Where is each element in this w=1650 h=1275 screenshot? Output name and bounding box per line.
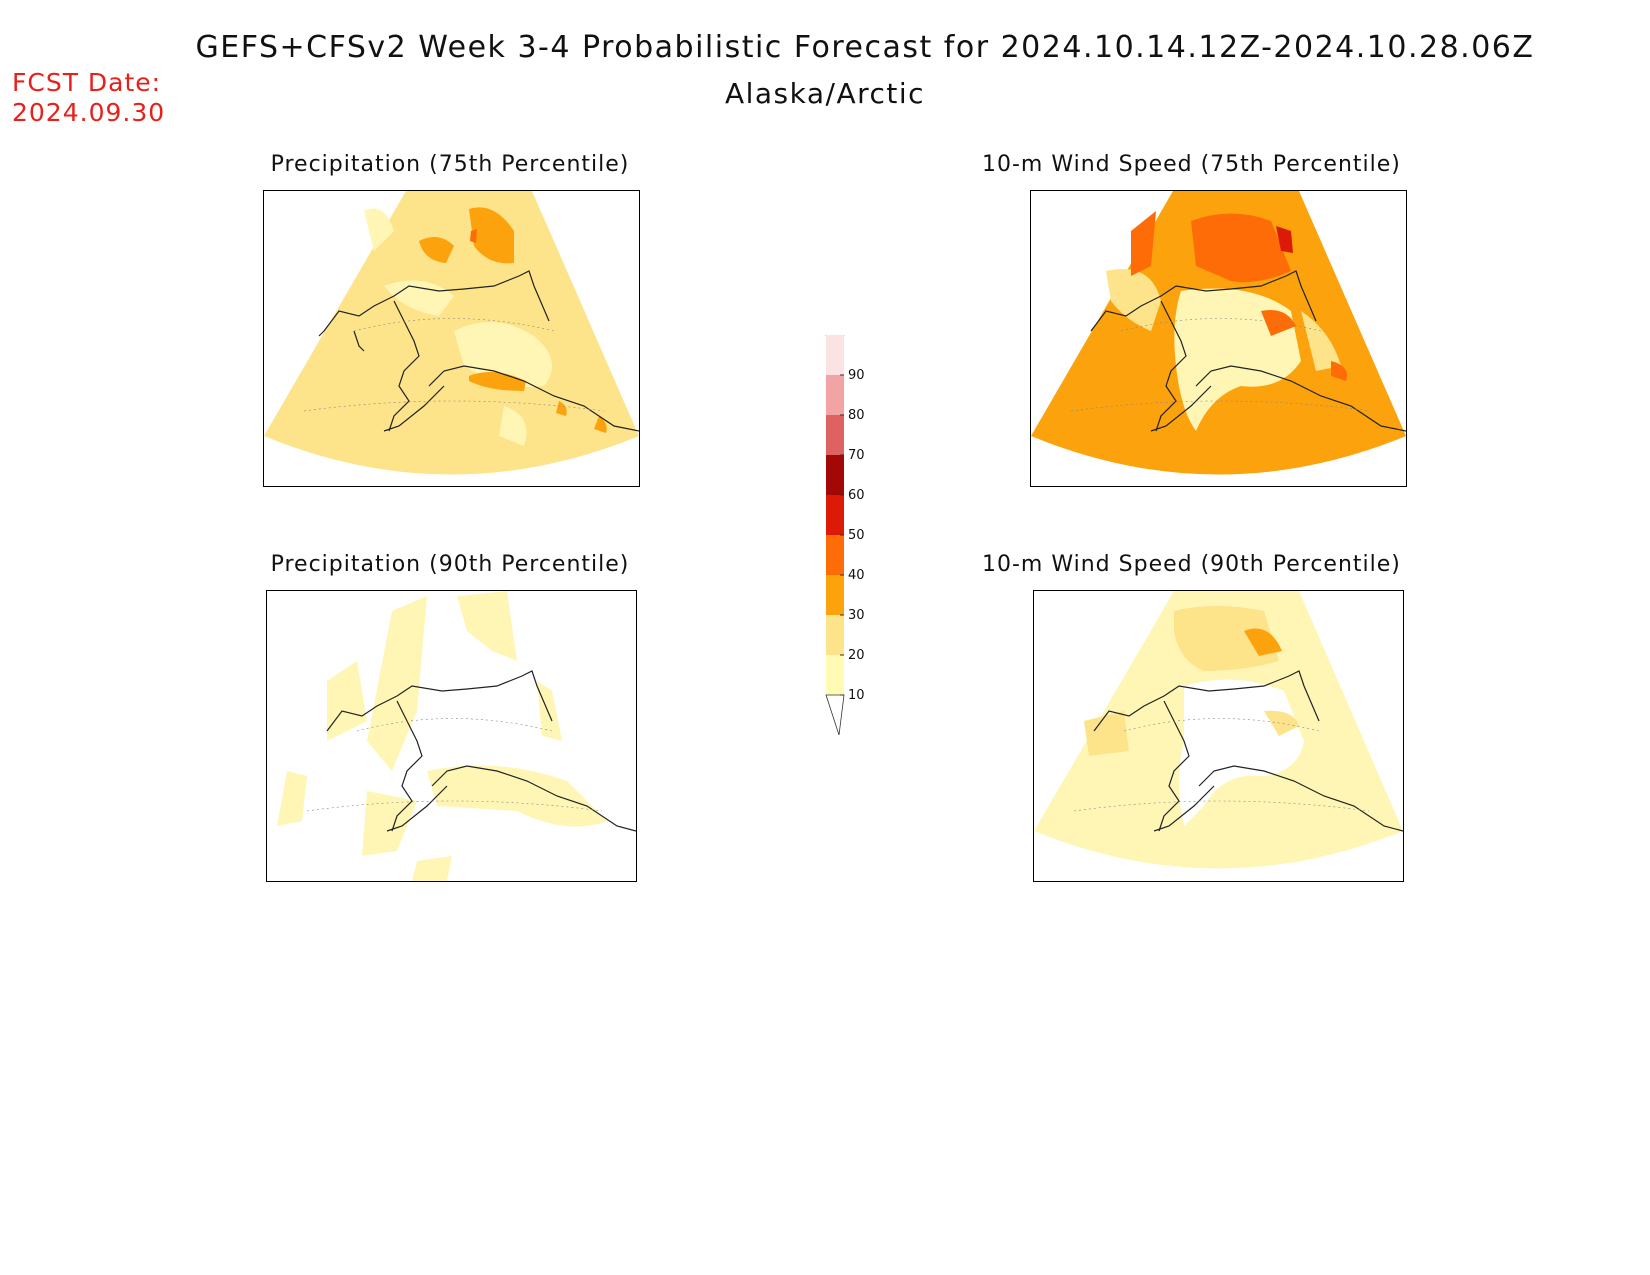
colorbar-box-30 <box>826 575 844 615</box>
colorbar-box-40 <box>826 535 844 575</box>
light-region <box>1106 269 1161 331</box>
panel-title-wind-75: 10-m Wind Speed (75th Percentile) <box>982 152 1401 177</box>
colorbar-tick-label: 90 <box>848 368 865 383</box>
colorbar-tick-label: 60 <box>848 488 865 503</box>
colorbar-tick-label: 10 <box>848 688 865 703</box>
colorbar-box-90 <box>826 335 844 375</box>
orange-region <box>1244 628 1282 656</box>
yellow-region <box>1084 711 1129 756</box>
light-region <box>427 765 607 827</box>
orange-region <box>1261 310 1296 336</box>
light-region <box>277 771 307 826</box>
light-region <box>499 406 527 446</box>
colorbar-box-20 <box>826 615 844 655</box>
orange-region <box>594 416 607 433</box>
map-wind-75 <box>1030 190 1407 487</box>
light-region <box>364 208 394 251</box>
map-precip-90 <box>266 590 637 882</box>
forecast-date-value: 2024.09.30 <box>12 98 166 127</box>
light-region <box>1301 311 1341 371</box>
map-precip-75 <box>263 190 640 487</box>
coastline <box>326 670 636 832</box>
colorbar-box-50 <box>826 495 844 535</box>
colorbar-tick-label: 70 <box>848 448 865 463</box>
colorbar-box-70 <box>826 415 844 455</box>
light-region <box>384 280 454 316</box>
coastline <box>1090 270 1406 432</box>
coastline <box>318 270 639 432</box>
light-region <box>454 322 552 387</box>
orange-region <box>419 237 454 263</box>
light-region <box>327 661 367 741</box>
graticule <box>1073 718 1370 812</box>
map-wedge <box>264 191 639 475</box>
panel-title-precip-75: Precipitation (75th Percentile) <box>270 152 630 177</box>
colorbar-box-10 <box>826 655 844 695</box>
colorbar-tick-label: 20 <box>848 648 865 663</box>
red-region <box>470 229 477 243</box>
light-region <box>537 681 562 741</box>
colorbar-tick-label: 40 <box>848 568 865 583</box>
orange-region <box>469 207 514 264</box>
colorbar-bottom-end <box>825 694 845 735</box>
yellow-region <box>1264 710 1299 736</box>
orange-region <box>1331 361 1347 381</box>
region-subtitle: Alaska/Arctic <box>724 77 926 110</box>
light-region <box>412 856 452 881</box>
colorbar-tick-label: 80 <box>848 408 865 423</box>
main-title: GEFS+CFSv2 Week 3-4 Probabilistic Foreca… <box>195 30 1535 65</box>
coastline <box>1093 670 1403 832</box>
light-region <box>362 791 417 856</box>
colorbar-legend: 10 20 30 40 50 60 70 80 90 <box>825 335 865 735</box>
map-wind-90 <box>1033 590 1404 882</box>
light-region <box>367 596 427 771</box>
forecast-date-label: FCST Date: <box>12 68 162 97</box>
colorbar-box-80 <box>826 375 844 415</box>
graticule <box>306 718 603 812</box>
colorbar-tick-label: 30 <box>848 608 865 623</box>
graticule <box>1070 318 1372 412</box>
red-region <box>1276 226 1293 253</box>
colorbar-box-60 <box>826 455 844 495</box>
orange-region <box>556 401 567 416</box>
colorbar-tick-label: 50 <box>848 528 865 543</box>
map-wedge-outline <box>267 591 636 869</box>
light-region <box>457 591 517 661</box>
graticule <box>303 318 605 412</box>
yellow-region <box>1174 606 1279 671</box>
panel-title-precip-90: Precipitation (90th Percentile) <box>270 552 630 577</box>
panel-title-wind-90: 10-m Wind Speed (90th Percentile) <box>982 552 1401 577</box>
orange-region <box>1191 213 1291 283</box>
orange-region <box>1131 211 1156 276</box>
